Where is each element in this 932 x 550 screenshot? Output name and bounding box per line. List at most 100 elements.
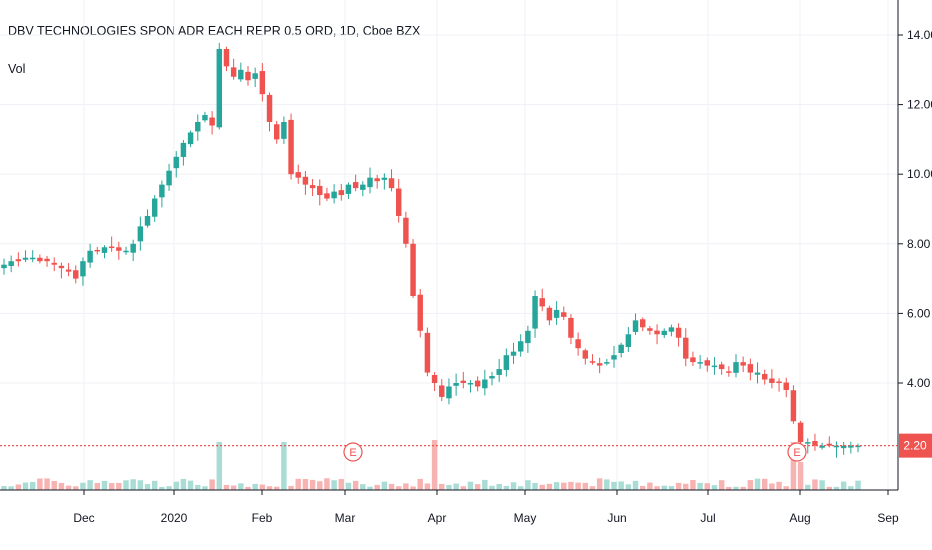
candle-body <box>668 327 675 332</box>
candle-body <box>489 376 495 379</box>
candle-body <box>503 355 510 370</box>
volume-bar <box>388 483 395 490</box>
volume-bar <box>302 479 309 490</box>
x-tick-label: Dec <box>73 511 94 525</box>
volume-bar <box>29 481 36 490</box>
volume-bar <box>309 479 316 490</box>
volume-bar <box>395 486 402 490</box>
volume-bar <box>539 484 545 490</box>
volume-bar <box>561 482 567 490</box>
candle-body <box>309 185 316 189</box>
candle-body <box>324 193 330 199</box>
candle-body <box>338 190 345 196</box>
candle-body <box>683 337 689 359</box>
candle-body <box>654 330 660 335</box>
volume-bar <box>805 484 811 490</box>
volume-bar <box>833 486 840 490</box>
candle-body <box>238 69 244 80</box>
volume-bar <box>8 486 14 490</box>
volume-bar <box>123 480 129 490</box>
volume-bar <box>144 484 151 490</box>
volume-bar <box>776 481 782 490</box>
volume-bar <box>482 479 488 490</box>
volume-bar <box>180 478 187 490</box>
x-tick-label: May <box>514 511 537 525</box>
volume-bar <box>417 478 423 490</box>
candle-body <box>769 378 775 383</box>
candle-body <box>417 294 423 331</box>
volume-bar <box>245 486 251 490</box>
volume-bar <box>553 482 560 490</box>
candle-body <box>496 369 502 375</box>
volume-bar <box>726 486 732 490</box>
volume-bar <box>338 479 345 490</box>
volume-bar <box>596 478 603 490</box>
volume-bar <box>611 481 617 490</box>
volume-bar <box>711 485 718 490</box>
y-tick-label: 14.00 <box>907 28 932 42</box>
volume-bar <box>639 485 646 490</box>
candle-body <box>360 184 366 190</box>
volume-bar <box>747 480 754 490</box>
volume-bar <box>403 483 409 490</box>
candle-body <box>431 375 438 383</box>
candle-body <box>604 362 610 364</box>
candle-body <box>37 257 43 262</box>
candle-body <box>130 243 136 253</box>
candle-body <box>575 339 581 349</box>
candle-body <box>467 383 474 385</box>
candle-body <box>790 390 797 422</box>
volume-bar <box>15 484 22 490</box>
candle-body <box>539 298 545 307</box>
volume-bar <box>460 486 467 490</box>
candle-body <box>388 178 395 189</box>
volume-bar <box>675 482 682 490</box>
volume-bar <box>783 486 789 490</box>
volume-bar <box>281 442 287 490</box>
volume-bar <box>1 485 7 490</box>
candle-body <box>8 261 14 267</box>
volume-bar <box>661 485 667 490</box>
volume-bar <box>446 484 452 490</box>
earnings-marker <box>787 442 807 462</box>
candle-body <box>797 422 804 443</box>
candle-body <box>123 250 129 253</box>
x-tick-label: Sep <box>877 511 899 525</box>
candle-body <box>281 122 287 139</box>
volume-bar <box>510 482 517 490</box>
candle-body <box>187 132 194 145</box>
x-tick-label: Aug <box>789 511 810 525</box>
candle-body <box>690 357 696 363</box>
candle-body <box>589 361 596 363</box>
volume-bar <box>223 484 230 490</box>
volume-bar <box>647 482 653 490</box>
volume-bar <box>410 486 416 490</box>
candle-body <box>532 296 538 329</box>
volume-bar <box>345 482 352 490</box>
volume-bar <box>697 482 703 490</box>
volume-bar <box>604 479 610 490</box>
candle-body <box>202 115 208 121</box>
candle-body <box>826 443 833 446</box>
candle-body <box>805 442 811 444</box>
candle-body <box>195 122 201 132</box>
volume-bar <box>496 483 502 490</box>
volume-bar <box>489 485 495 490</box>
volume-bar <box>718 480 725 490</box>
volume-bar <box>87 480 93 490</box>
candle-body <box>151 198 158 217</box>
candle-body <box>718 364 725 370</box>
candle-body <box>216 48 223 128</box>
volume-bar <box>317 481 323 490</box>
volume-bar <box>683 483 689 490</box>
candle-body <box>1 264 7 269</box>
candle-body <box>230 67 237 77</box>
candle-body <box>711 365 718 368</box>
y-tick-label: 8.00 <box>907 237 931 251</box>
volume-bar <box>259 484 266 490</box>
volume-bar <box>216 442 223 490</box>
volume-bar <box>73 486 79 490</box>
volume-bar <box>769 483 775 490</box>
candle-body <box>295 172 301 178</box>
